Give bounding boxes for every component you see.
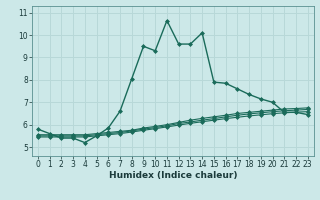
X-axis label: Humidex (Indice chaleur): Humidex (Indice chaleur) xyxy=(108,171,237,180)
